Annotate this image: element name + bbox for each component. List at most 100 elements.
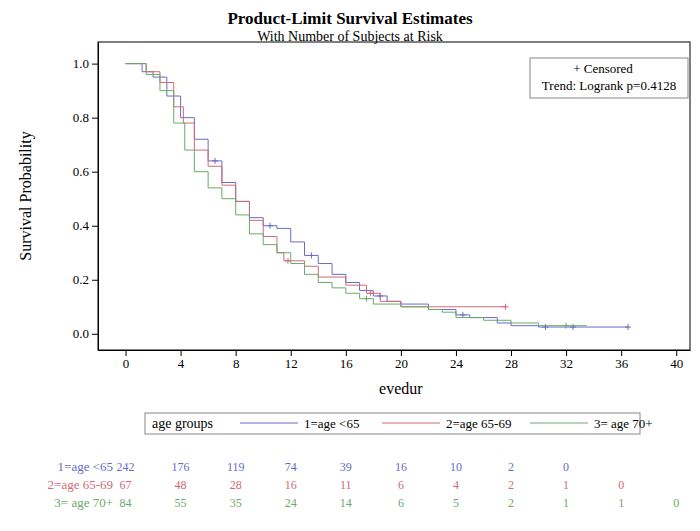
- x-tick-label: 40: [670, 356, 683, 371]
- censor-mark: [570, 324, 576, 330]
- x-tick: 28: [505, 350, 518, 371]
- x-tick-mark: [401, 350, 402, 356]
- x-tick-label: 32: [560, 356, 573, 371]
- title: Product-Limit Survival Estimates: [227, 9, 473, 28]
- y-tick-mark: [92, 280, 98, 281]
- at-risk-row-label: 2=age 65-69: [48, 477, 113, 492]
- at-risk-count: 55: [175, 496, 187, 510]
- at-risk-count: 16: [285, 478, 297, 492]
- legend-title: age groups: [152, 416, 213, 431]
- at-risk-count: 10: [450, 460, 462, 474]
- x-tick: 36: [615, 350, 629, 371]
- legend-swatch: [240, 423, 298, 424]
- x-axis: 0481216202428323640: [99, 350, 691, 371]
- x-tick: 40: [670, 350, 683, 371]
- censor-mark: [308, 252, 314, 258]
- y-tick: 0.0: [73, 326, 98, 341]
- y-tick: 0.6: [73, 164, 98, 179]
- at-risk-count: 1: [563, 496, 569, 510]
- censor-mark: [267, 223, 273, 229]
- at-risk-count: 176: [172, 460, 190, 474]
- y-tick-mark: [92, 226, 98, 227]
- y-tick: 0.2: [73, 272, 98, 287]
- plot-frame: [98, 42, 690, 350]
- x-tick-mark: [181, 350, 182, 356]
- at-risk-count: 11: [340, 478, 352, 492]
- x-tick-mark: [566, 350, 567, 356]
- x-tick: 32: [560, 350, 573, 371]
- y-tick-mark: [92, 334, 98, 335]
- y-tick-label: 0.4: [73, 218, 90, 233]
- y-tick-label: 0.2: [73, 272, 89, 287]
- y-tick: 0.4: [73, 218, 98, 233]
- at-risk-count: 24: [285, 496, 297, 510]
- at-risk-count: 35: [230, 496, 242, 510]
- y-tick-mark: [92, 172, 98, 173]
- at-risk-count: 48: [175, 478, 187, 492]
- y-axis-title: Survival Probability: [17, 131, 35, 260]
- x-tick-mark: [236, 350, 237, 356]
- y-tick-mark: [92, 64, 98, 65]
- censor-mark: [363, 296, 369, 302]
- at-risk-count: 28: [230, 478, 242, 492]
- y-tick-mark: [92, 118, 98, 119]
- at-risk-count: 1: [618, 496, 624, 510]
- x-axis-line: [99, 350, 691, 351]
- x-tick-mark: [126, 350, 127, 356]
- x-tick: 12: [285, 350, 298, 371]
- y-tick-label: 1.0: [73, 56, 89, 71]
- at-risk-count: 0: [618, 478, 624, 492]
- censor-mark: [563, 323, 569, 329]
- at-risk-count: 6: [398, 478, 404, 492]
- annotation: Trend: Logrank p=0.4128: [542, 78, 676, 93]
- x-tick-label: 12: [285, 356, 298, 371]
- at-risk-count: 2: [508, 496, 514, 510]
- y-axis-line: [98, 43, 99, 351]
- y-tick: 1.0: [73, 56, 98, 71]
- censor-mark: [625, 324, 631, 330]
- at-risk-count: 0: [563, 460, 569, 474]
- x-tick: 20: [395, 350, 408, 371]
- at-risk-count: 0: [673, 496, 679, 510]
- x-tick-mark: [511, 350, 512, 356]
- x-tick: 8: [233, 350, 240, 371]
- legend-swatch: [382, 423, 440, 424]
- y-tick-label: 0.0: [73, 326, 89, 341]
- censor-mark: [285, 258, 291, 264]
- at-risk-count: 4: [453, 478, 459, 492]
- censor-mark: [542, 324, 548, 330]
- x-tick-mark: [621, 350, 622, 356]
- at-risk-count: 74: [285, 460, 297, 474]
- at-risk-row-label: 3= age 70+: [54, 495, 113, 510]
- at-risk-count: 84: [120, 496, 132, 510]
- at-risk-count: 14: [340, 496, 352, 510]
- at-risk-count: 1: [563, 478, 569, 492]
- plot-area: [126, 64, 632, 330]
- x-tick-label: 24: [450, 356, 464, 371]
- legend-box: [145, 413, 640, 434]
- censor-mark: [460, 312, 466, 318]
- legend-label: 2=age 65-69: [446, 416, 511, 431]
- x-tick-mark: [456, 350, 457, 356]
- at-risk-count: 119: [227, 460, 245, 474]
- x-tick-mark: [346, 350, 347, 356]
- at-risk-count: 2: [508, 478, 514, 492]
- at-risk-count: 5: [453, 496, 459, 510]
- at-risk-count: 2: [508, 460, 514, 474]
- x-tick-label: 20: [395, 356, 408, 371]
- survival-line: [126, 64, 587, 326]
- annotation: + Censored: [573, 61, 633, 76]
- x-tick: 16: [340, 350, 354, 371]
- x-tick: 24: [450, 350, 464, 371]
- at-risk-count: 242: [117, 460, 135, 474]
- legend-label: 3= age 70+: [594, 416, 653, 431]
- x-tick-label: 36: [615, 356, 629, 371]
- censor-mark: [503, 304, 509, 310]
- survival-line: [126, 64, 629, 327]
- annotation-box: [530, 58, 688, 98]
- x-tick-mark: [676, 350, 677, 356]
- at-risk-count: 16: [395, 460, 407, 474]
- at-risk-row-label: 1=age <65: [58, 459, 113, 474]
- x-tick: 0: [123, 350, 130, 371]
- y-tick-label: 0.8: [73, 110, 89, 125]
